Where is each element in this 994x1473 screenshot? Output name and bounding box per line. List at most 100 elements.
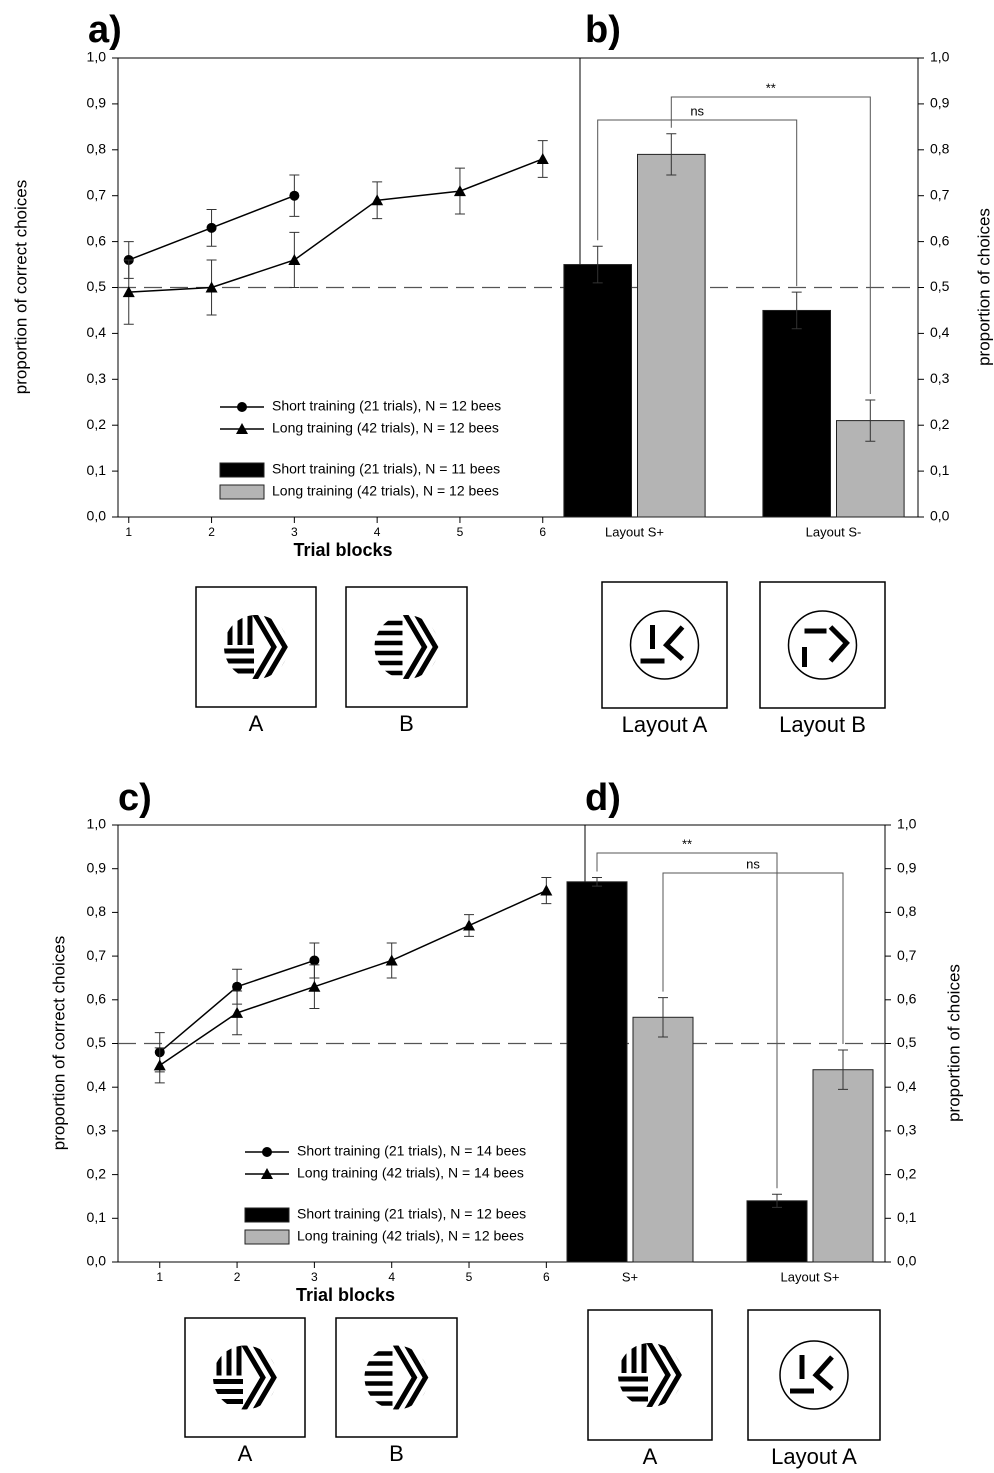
significance-label: ** bbox=[766, 80, 776, 95]
y-axis-title: proportion of correct choices bbox=[49, 936, 68, 1151]
legend-swatch bbox=[220, 485, 264, 499]
stimulus-label: Layout B bbox=[779, 712, 866, 737]
x-tick-label: S+ bbox=[622, 1269, 638, 1284]
data-point bbox=[154, 1059, 166, 1070]
data-point bbox=[237, 402, 247, 412]
stimulus-label: A bbox=[249, 711, 264, 736]
y-tick-label: 0,2 bbox=[87, 416, 107, 432]
data-point bbox=[537, 153, 549, 164]
y-tick-label: 0,9 bbox=[87, 95, 107, 111]
stimulus-label: A bbox=[643, 1444, 658, 1469]
y-tick-label: 0,9 bbox=[897, 859, 917, 875]
y-tick-label: 0,8 bbox=[897, 903, 917, 919]
data-point bbox=[231, 1007, 243, 1018]
stimulus-frame bbox=[185, 1318, 305, 1437]
stimulus-label: B bbox=[399, 711, 414, 736]
y-tick-label: 0,8 bbox=[87, 141, 107, 157]
x-tick-label: 2 bbox=[208, 525, 215, 539]
y-tick-label: 0,6 bbox=[87, 991, 107, 1007]
y-tick-label: 0,3 bbox=[87, 1122, 107, 1138]
x-tick-label: 3 bbox=[291, 525, 298, 539]
bar bbox=[567, 882, 627, 1262]
legend-label: Long training (42 trials), N = 12 bees bbox=[272, 483, 499, 499]
data-point bbox=[386, 954, 398, 965]
x-tick-label: 1 bbox=[156, 1270, 163, 1284]
panel-label: b) bbox=[585, 9, 621, 51]
data-point bbox=[308, 981, 320, 992]
x-tick-label: Layout S- bbox=[806, 524, 862, 539]
y-tick-label: 0,0 bbox=[87, 508, 107, 524]
y-tick-label: 0,6 bbox=[87, 232, 107, 248]
x-tick-label: 4 bbox=[388, 1270, 395, 1284]
x-tick-label: 6 bbox=[543, 1270, 550, 1284]
y-tick-label: 0,7 bbox=[87, 947, 107, 963]
data-point bbox=[289, 191, 299, 201]
bar bbox=[763, 310, 831, 517]
legend-label: Short training (21 trials), N = 14 bees bbox=[297, 1143, 526, 1159]
y-tick-label: 0,1 bbox=[930, 462, 950, 478]
significance-label: ** bbox=[682, 836, 692, 851]
y-tick-label: 0,4 bbox=[87, 1078, 107, 1094]
legend-label: Short training (21 trials), N = 12 bees bbox=[297, 1206, 526, 1222]
y-tick-label: 0,6 bbox=[897, 991, 917, 1007]
data-point bbox=[207, 223, 217, 233]
y-tick-label: 0,2 bbox=[897, 1165, 917, 1181]
y-tick-label: 0,3 bbox=[87, 370, 107, 386]
panel-label: a) bbox=[88, 9, 122, 51]
y-tick-label: 0,1 bbox=[87, 462, 107, 478]
series-line bbox=[160, 891, 547, 1066]
x-tick-label: Layout S+ bbox=[781, 1269, 840, 1284]
y-axis-title: proportion of choices bbox=[974, 208, 993, 366]
y-tick-label: 0,7 bbox=[897, 947, 917, 963]
x-tick-label: 5 bbox=[466, 1270, 473, 1284]
stimulus-label: Layout A bbox=[771, 1444, 857, 1469]
x-tick-label: 5 bbox=[457, 525, 464, 539]
legend-swatch bbox=[245, 1230, 289, 1244]
y-tick-label: 0,8 bbox=[930, 141, 950, 157]
bar bbox=[633, 1017, 693, 1262]
y-tick-label: 0,4 bbox=[897, 1078, 917, 1094]
stimulus-frame bbox=[196, 587, 316, 707]
y-tick-label: 0,3 bbox=[897, 1122, 917, 1138]
y-tick-label: 0,4 bbox=[930, 324, 950, 340]
bar bbox=[638, 154, 706, 517]
stimulus-label: Layout A bbox=[622, 712, 708, 737]
stimulus-frame bbox=[346, 587, 467, 707]
y-tick-label: 0,1 bbox=[87, 1209, 107, 1225]
legend-swatch bbox=[220, 463, 264, 477]
data-point bbox=[463, 920, 475, 931]
bar bbox=[747, 1201, 807, 1262]
y-tick-label: 0,5 bbox=[87, 278, 107, 294]
y-tick-label: 0,1 bbox=[897, 1209, 917, 1225]
y-axis-title: proportion of choices bbox=[944, 964, 963, 1122]
y-tick-label: 0,7 bbox=[87, 186, 107, 202]
y-tick-label: 0,7 bbox=[930, 186, 950, 202]
stimulus-frame bbox=[336, 1318, 457, 1437]
data-point bbox=[454, 185, 466, 196]
data-point bbox=[232, 982, 242, 992]
data-point bbox=[262, 1147, 272, 1157]
x-tick-label: 3 bbox=[311, 1270, 318, 1284]
y-tick-label: 0,2 bbox=[87, 1165, 107, 1181]
y-tick-label: 0,3 bbox=[930, 370, 950, 386]
data-point bbox=[309, 955, 319, 965]
legend-swatch bbox=[245, 1208, 289, 1222]
y-tick-label: 0,8 bbox=[87, 903, 107, 919]
y-tick-label: 0,5 bbox=[930, 278, 950, 294]
stimulus-frame bbox=[760, 582, 885, 708]
y-tick-label: 0,0 bbox=[87, 1253, 107, 1269]
y-tick-label: 0,5 bbox=[897, 1034, 917, 1050]
y-axis-title: proportion of correct choices bbox=[11, 180, 30, 395]
bar bbox=[564, 265, 632, 517]
series-line bbox=[129, 159, 543, 292]
legend-label: Short training (21 trials), N = 11 bees bbox=[272, 461, 500, 477]
stimulus-label: A bbox=[238, 1441, 253, 1466]
panel-label: d) bbox=[585, 777, 621, 819]
y-tick-label: 1,0 bbox=[87, 816, 107, 832]
x-tick-label: Layout S+ bbox=[605, 524, 664, 539]
y-tick-label: 0,2 bbox=[930, 416, 950, 432]
y-tick-label: 0,5 bbox=[87, 1034, 107, 1050]
legend-label: Long training (42 trials), N = 14 bees bbox=[297, 1165, 524, 1181]
x-tick-label: 1 bbox=[125, 525, 132, 539]
data-point bbox=[288, 254, 300, 265]
